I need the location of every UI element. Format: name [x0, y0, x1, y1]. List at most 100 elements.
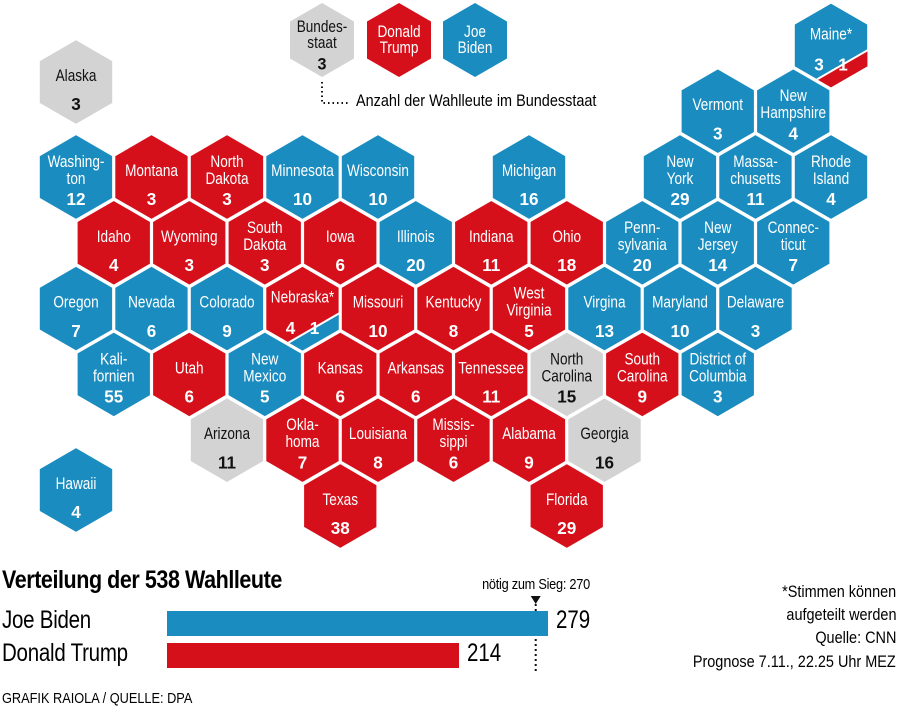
state-name-line2: sylvania: [618, 235, 667, 254]
state-name-line2: Dakota: [205, 170, 248, 189]
split-divider: [816, 48, 868, 81]
state-name: Illinois: [397, 227, 435, 246]
state-name-line1: New: [704, 218, 732, 237]
state-name-line2: chusetts: [730, 170, 781, 189]
state-name-line2: Carolina: [541, 367, 592, 386]
legend-dotted-leader: [321, 82, 350, 104]
state-votes: 4: [109, 255, 119, 276]
state-name: Georgia: [580, 425, 629, 444]
state-votes: 3: [713, 386, 723, 407]
state-votes: 5: [260, 386, 270, 407]
state-name-line1: North: [210, 153, 243, 172]
state-maryland: Maryland 10: [640, 263, 720, 354]
state-name-line2: York: [667, 170, 694, 189]
state-name: Delaware: [727, 293, 784, 312]
state-name-line2: sippi: [440, 433, 468, 452]
legend-hex: [367, 3, 431, 77]
state-name: Arkansas: [387, 359, 444, 378]
state-hex: [527, 460, 606, 552]
split-divider: [288, 311, 339, 344]
state-hex: [678, 329, 757, 420]
legend-votes: 3: [318, 54, 327, 73]
state-votes: 11: [218, 452, 236, 473]
state-name-line1: Rhode: [811, 153, 851, 172]
state-texas: Texas 38: [301, 460, 380, 552]
state-name-line2: Dakota: [243, 235, 286, 254]
state-name-line2: Carolina: [617, 367, 668, 386]
state-votes: 4: [71, 502, 81, 523]
state-votes: 10: [368, 320, 387, 341]
state-votes: 6: [184, 386, 194, 407]
state-name: Iowa: [326, 227, 355, 246]
state-name: Oregon: [53, 293, 98, 312]
state-name-line2: Island: [813, 170, 849, 189]
state-arkansas: Arkansas 6: [376, 329, 455, 420]
state-name-line1: Connec-: [768, 218, 819, 237]
state-kentucky: Kentucky 8: [414, 263, 493, 354]
state-votes: 14: [708, 255, 727, 276]
state-name-line2: Hampshire: [760, 104, 826, 123]
legend-label-line: Biden: [458, 39, 493, 58]
state-name: Wyoming: [161, 227, 217, 246]
state-florida: Florida 29: [527, 460, 606, 552]
state-votes: 7: [788, 255, 798, 276]
state-name: Hawaii: [56, 475, 97, 494]
state-votes: 55: [104, 386, 123, 407]
state-name: Michigan: [502, 162, 556, 181]
state-georgia: Georgia 16: [565, 394, 644, 486]
state-name-line2: Mexico: [243, 367, 286, 386]
state-name-line1: Washing-: [48, 153, 105, 172]
note-forecast-time: Prognose 7.11., 22.25 Uhr MEZ: [693, 652, 896, 671]
state-votes: 10: [368, 189, 387, 210]
state-votes-other: 1: [310, 317, 320, 338]
state-wisconsin: Wisconsin 10: [338, 131, 418, 223]
state-votes: 11: [746, 189, 764, 210]
state-ohio: Ohio 18: [527, 197, 606, 289]
state-votes: 6: [335, 255, 345, 276]
state-votes: 6: [147, 320, 157, 341]
state-votes: 4: [788, 123, 798, 144]
state-name-line1: Penn-: [624, 218, 660, 237]
state-votes: 11: [482, 386, 500, 407]
legend-hex: [443, 3, 507, 77]
state-name: Arizona: [204, 425, 250, 444]
state-name: Montana: [125, 162, 178, 181]
state-name: Colorado: [199, 293, 254, 312]
state-name: Kansas: [318, 359, 364, 378]
state-name: Alabama: [502, 425, 556, 444]
state-votes: 20: [633, 255, 652, 276]
state-name: Florida: [546, 491, 588, 510]
state-name-line1: Massa-: [733, 153, 778, 172]
note-split-votes-1: *Stimmen können: [781, 582, 896, 601]
state-votes: 13: [595, 320, 614, 341]
credit-line: GRAFIK RAIOLA / QUELLE: DPA: [2, 690, 193, 707]
state-name: Indiana: [469, 227, 514, 246]
state-votes: 3: [751, 320, 761, 341]
state-votes: 5: [524, 320, 534, 341]
state-name-line1: South: [624, 350, 660, 369]
state-votes: 6: [449, 452, 459, 473]
state-votes: 9: [524, 452, 534, 473]
state-vermont: Vermont 3: [678, 65, 757, 157]
state-votes: 3: [260, 255, 270, 276]
needed-triangle-icon: [530, 596, 541, 604]
candidate-name-biden: Joe Biden: [2, 606, 91, 634]
state-name: Nebraska*: [271, 288, 334, 307]
state-votes: 3: [71, 94, 81, 115]
state-votes-main: 4: [286, 317, 296, 338]
state-hex: [36, 444, 116, 536]
state-votes: 8: [373, 452, 383, 473]
state-name: Texas: [323, 491, 359, 510]
state-votes: 10: [670, 320, 689, 341]
legend-label-line: Trump: [380, 39, 419, 58]
state-name-line1: West: [514, 284, 545, 303]
needed-to-win-label: nötig zum Sieg: 270: [481, 576, 590, 593]
state-name: Vermont: [692, 96, 743, 115]
